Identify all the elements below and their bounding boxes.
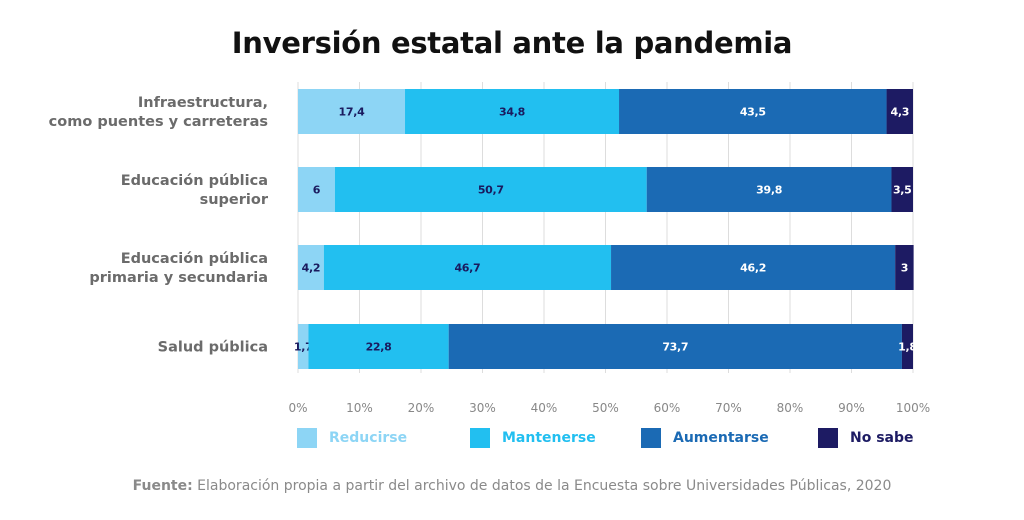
legend-label: Reducirse bbox=[329, 430, 408, 446]
bar-segment-reducirse bbox=[298, 167, 335, 212]
data-label: 6 bbox=[313, 184, 321, 197]
category-label: como puentes y carreteras bbox=[49, 114, 268, 130]
category-label: Infraestructura, bbox=[138, 95, 268, 111]
x-tick-label: 10% bbox=[346, 401, 373, 415]
data-label: 3,5 bbox=[893, 184, 912, 197]
data-label: 4,3 bbox=[890, 106, 909, 119]
bar-segment-no-sabe bbox=[901, 324, 913, 369]
legend-item: Mantenerse bbox=[470, 428, 596, 448]
bar-segment-aumentarse bbox=[448, 324, 902, 369]
x-tick-label: 100% bbox=[896, 401, 930, 415]
x-tick-label: 20% bbox=[408, 401, 435, 415]
legend-label: No sabe bbox=[850, 430, 914, 446]
bar-segment-reducirse bbox=[298, 324, 309, 369]
legend-swatch bbox=[818, 428, 838, 448]
x-tick-label: 40% bbox=[531, 401, 558, 415]
bar-segment-mantenerse bbox=[405, 89, 620, 134]
x-tick-label: 60% bbox=[654, 401, 681, 415]
legend-swatch bbox=[641, 428, 661, 448]
bar-segment-reducirse bbox=[298, 89, 406, 134]
x-tick-label: 80% bbox=[777, 401, 804, 415]
bar-segment-reducirse bbox=[298, 245, 324, 290]
bar-segment-aumentarse bbox=[646, 167, 892, 212]
data-label: 73,7 bbox=[662, 341, 688, 354]
data-label: 1,7 bbox=[294, 341, 313, 354]
legend-item: Reducirse bbox=[297, 428, 407, 448]
legend-swatch bbox=[297, 428, 317, 448]
category-label: primaria y secundaria bbox=[89, 270, 268, 286]
data-label: 3 bbox=[901, 262, 908, 275]
data-label: 39,8 bbox=[756, 184, 782, 197]
legend-swatch bbox=[470, 428, 490, 448]
bar-segment-mantenerse bbox=[334, 167, 647, 212]
legend-label: Mantenerse bbox=[502, 430, 596, 446]
data-label: 46,2 bbox=[740, 262, 766, 275]
x-tick-label: 0% bbox=[288, 401, 307, 415]
data-label: 22,8 bbox=[366, 341, 392, 354]
category-label: superior bbox=[200, 192, 269, 208]
category-label: Educación pública bbox=[121, 251, 268, 267]
legend-label: Aumentarse bbox=[673, 430, 769, 446]
bar-segment-no-sabe bbox=[895, 245, 914, 290]
data-label: 17,4 bbox=[339, 106, 366, 119]
data-label: 43,5 bbox=[740, 106, 766, 119]
category-label: Salud pública bbox=[158, 340, 268, 356]
chart-title: Inversión estatal ante la pandemia bbox=[231, 26, 793, 60]
legend-item: No sabe bbox=[818, 428, 914, 448]
bar-segment-aumentarse bbox=[619, 89, 887, 134]
bar-segment-aumentarse bbox=[611, 245, 896, 290]
legend-item: Aumentarse bbox=[641, 428, 769, 448]
source-label: Fuente: bbox=[132, 478, 193, 494]
x-tick-label: 70% bbox=[715, 401, 742, 415]
x-tick-label: 50% bbox=[592, 401, 619, 415]
data-label: 1,8 bbox=[898, 341, 917, 354]
data-label: 34,8 bbox=[499, 106, 525, 119]
data-label: 50,7 bbox=[478, 184, 504, 197]
bar-segment-no-sabe bbox=[891, 167, 913, 212]
source-text: Elaboración propia a partir del archivo … bbox=[192, 478, 892, 494]
bar-segment-mantenerse bbox=[308, 324, 449, 369]
stacked-bar-chart: 0% 10% 20% 30% 40% 50% 60% 70% 80% 90% 100%17,4 34,… bbox=[49, 82, 930, 415]
bar-segment-mantenerse bbox=[323, 245, 612, 290]
bar-segment-no-sabe bbox=[886, 89, 913, 134]
category-label: Educación pública bbox=[121, 173, 268, 189]
x-tick-label: 90% bbox=[838, 401, 865, 415]
x-tick-label: 30% bbox=[469, 401, 496, 415]
source-note: Fuente: Elaboración propia a partir del … bbox=[0, 478, 1024, 494]
data-label: 4,2 bbox=[302, 262, 321, 275]
data-label: 46,7 bbox=[454, 262, 480, 275]
